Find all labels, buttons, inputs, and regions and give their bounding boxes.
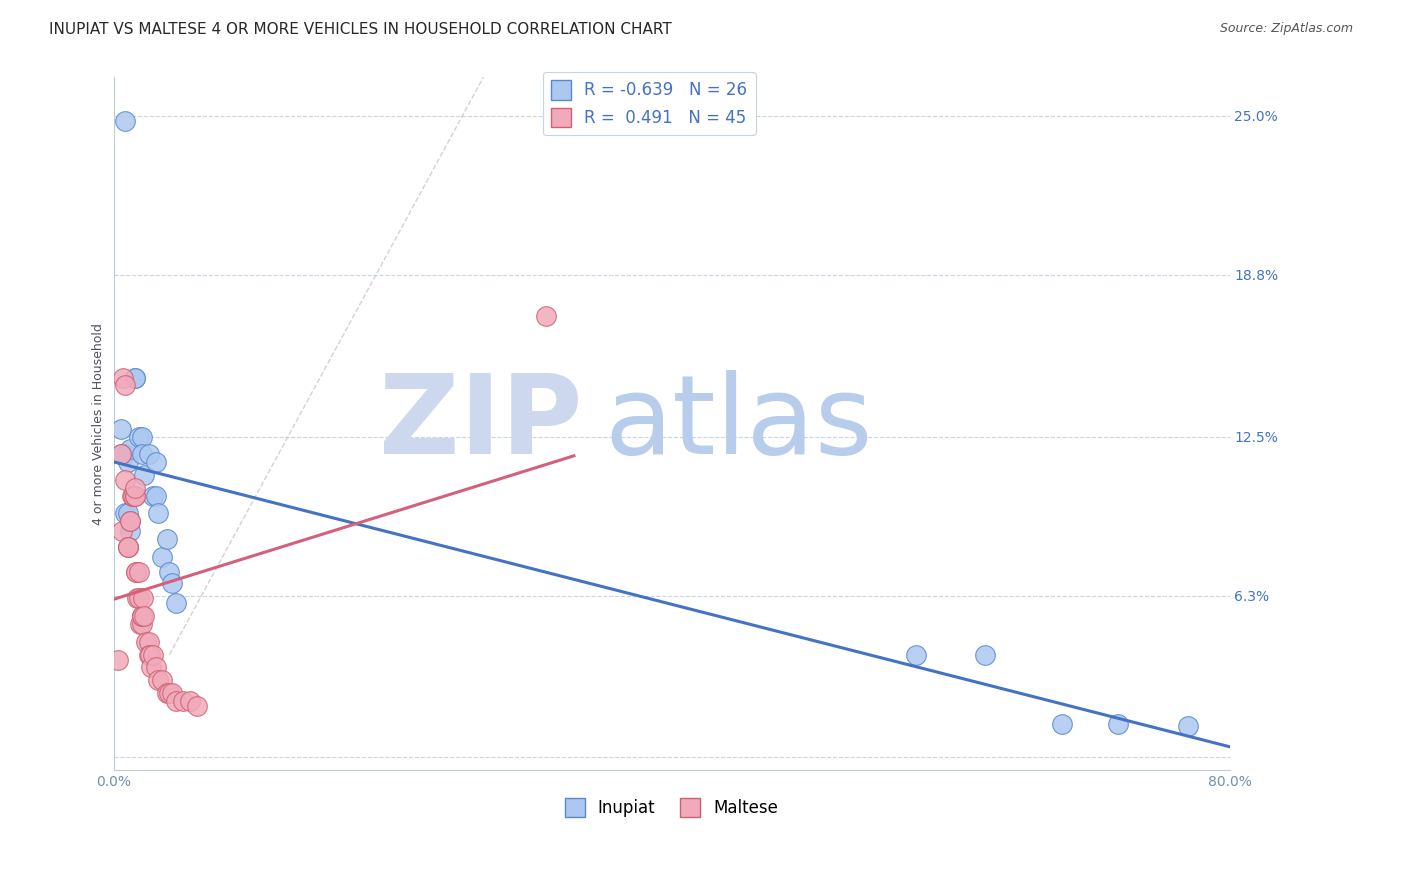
Point [121, 489, 143, 503]
Point [120, 514, 142, 528]
Point [156, 686, 179, 700]
Point [124, 481, 146, 495]
Point [125, 566, 148, 580]
Point [1050, 716, 1073, 731]
Point [141, 660, 163, 674]
Text: INUPIAT VS MALTESE 4 OR MORE VEHICLES IN HOUSEHOLD CORRELATION CHART: INUPIAT VS MALTESE 4 OR MORE VEHICLES IN… [49, 22, 672, 37]
Point [110, 422, 132, 436]
Point [1107, 716, 1129, 731]
Point [129, 616, 152, 631]
Point [124, 370, 146, 384]
Point [125, 566, 148, 580]
Point [138, 634, 160, 648]
Point [165, 596, 187, 610]
Point [142, 489, 165, 503]
Point [124, 489, 146, 503]
Point [114, 114, 136, 128]
Point [156, 532, 179, 546]
Point [124, 489, 146, 503]
Point [145, 489, 167, 503]
Point [148, 673, 170, 688]
Point [152, 550, 174, 565]
Point [134, 609, 156, 624]
Point [159, 686, 181, 700]
Point [111, 524, 134, 539]
Point [128, 566, 150, 580]
Point [131, 609, 153, 624]
Point [117, 507, 139, 521]
Point [128, 429, 150, 443]
Point [179, 694, 201, 708]
Point [131, 429, 153, 443]
Point [186, 698, 208, 713]
Point [110, 448, 132, 462]
Text: ZIP: ZIP [380, 370, 582, 477]
Point [131, 609, 153, 624]
Point [114, 507, 136, 521]
Point [134, 468, 156, 483]
Point [117, 540, 139, 554]
Point [114, 473, 136, 487]
Point [162, 575, 184, 590]
Legend: Inupiat, Maltese: Inupiat, Maltese [558, 791, 786, 824]
Point [152, 673, 174, 688]
Point [122, 489, 145, 503]
Point [120, 514, 142, 528]
Point [117, 540, 139, 554]
Point [1177, 719, 1199, 733]
Point [138, 448, 160, 462]
Point [165, 694, 187, 708]
Point [145, 660, 167, 674]
Text: atlas: atlas [605, 370, 873, 477]
Point [117, 540, 139, 554]
Point [148, 507, 170, 521]
Point [110, 448, 132, 462]
Point [162, 686, 184, 700]
Point [139, 648, 162, 662]
Point [114, 448, 136, 462]
Point [127, 591, 149, 606]
Point [145, 455, 167, 469]
Point [112, 370, 135, 384]
Point [142, 648, 165, 662]
Point [107, 653, 129, 667]
Point [974, 648, 997, 662]
Point [132, 591, 155, 606]
Point [117, 455, 139, 469]
Point [904, 648, 927, 662]
Text: Source: ZipAtlas.com: Source: ZipAtlas.com [1219, 22, 1353, 36]
Point [135, 634, 157, 648]
Point [120, 442, 142, 457]
Point [114, 378, 136, 392]
Point [128, 591, 150, 606]
Point [534, 309, 557, 323]
Point [138, 648, 160, 662]
Point [172, 694, 194, 708]
Y-axis label: 4 or more Vehicles in Household: 4 or more Vehicles in Household [93, 323, 105, 524]
Point [124, 370, 146, 384]
Point [131, 448, 153, 462]
Point [131, 616, 153, 631]
Point [159, 566, 181, 580]
Point [131, 609, 153, 624]
Point [120, 524, 142, 539]
